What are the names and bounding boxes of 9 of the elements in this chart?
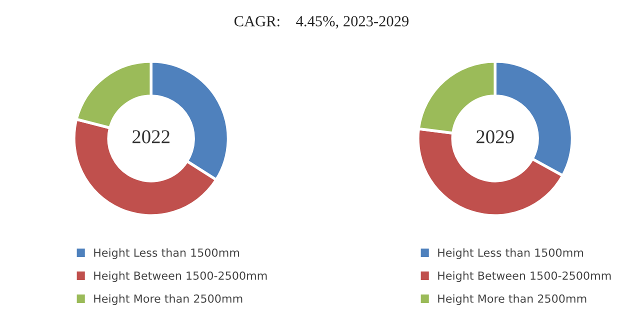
legend-label: Height Less than 1500mm — [94, 248, 240, 260]
legend-label: Height More than 2500mm — [438, 294, 586, 305]
legend-label: Height Between 1500-2500mm — [94, 271, 267, 282]
legend-label: Height Between 1500-2500mm — [438, 271, 611, 282]
text: 2022 — [132, 130, 170, 144]
text: 2029 — [476, 130, 514, 144]
legend-label: Height Less than 1500mm — [438, 248, 584, 260]
legend-label: Height More than 2500mm — [94, 294, 242, 305]
text: CAGR: 4.45%, 2023-2029 — [234, 16, 409, 29]
